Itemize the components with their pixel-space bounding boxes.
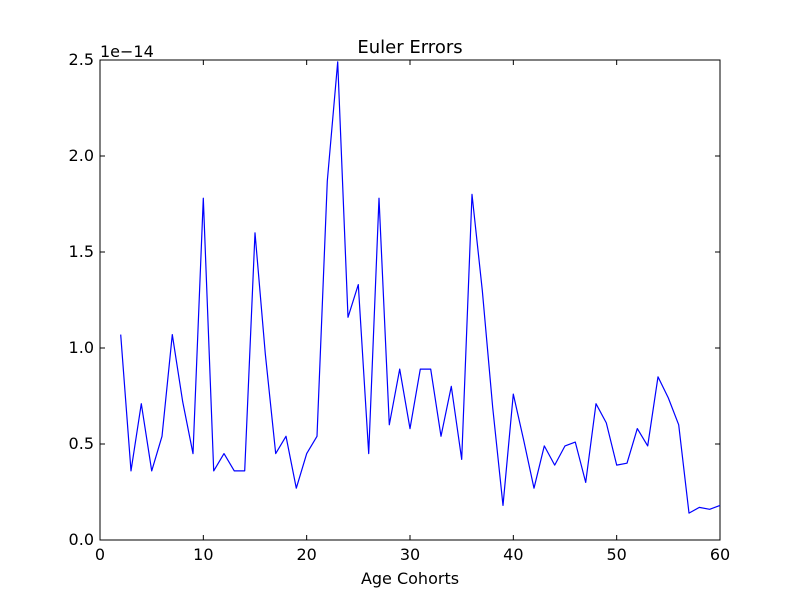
x-tick-label: 60 bbox=[710, 545, 730, 564]
series-line bbox=[120, 61, 721, 514]
y-axis-offset-label: 1e−14 bbox=[100, 42, 154, 61]
series-points bbox=[121, 62, 720, 513]
x-tick-label: 10 bbox=[193, 545, 213, 564]
x-tick-label: 20 bbox=[296, 545, 316, 564]
x-tick-label: 0 bbox=[95, 545, 105, 564]
y-tick-label: 2.0 bbox=[69, 146, 94, 165]
chart-title: Euler Errors bbox=[357, 37, 462, 58]
x-axis-label: Age Cohorts bbox=[361, 569, 459, 588]
y-tick-label: 1.5 bbox=[69, 242, 94, 261]
y-tick-label: 0.0 bbox=[69, 530, 94, 549]
y-tick-label: 1.0 bbox=[69, 338, 94, 357]
x-tick-label: 40 bbox=[503, 545, 523, 564]
axis-ticks: 0 10 20 30 40 50 60 0.0 0.5 1.0 1.5 2.0 2.5 bbox=[69, 50, 731, 564]
y-tick-label: 0.5 bbox=[69, 434, 94, 453]
y-tick-label: 2.5 bbox=[69, 50, 94, 69]
x-tick-label: 50 bbox=[606, 545, 626, 564]
plot-frame bbox=[99, 59, 721, 541]
x-tick-label: 30 bbox=[400, 545, 420, 564]
